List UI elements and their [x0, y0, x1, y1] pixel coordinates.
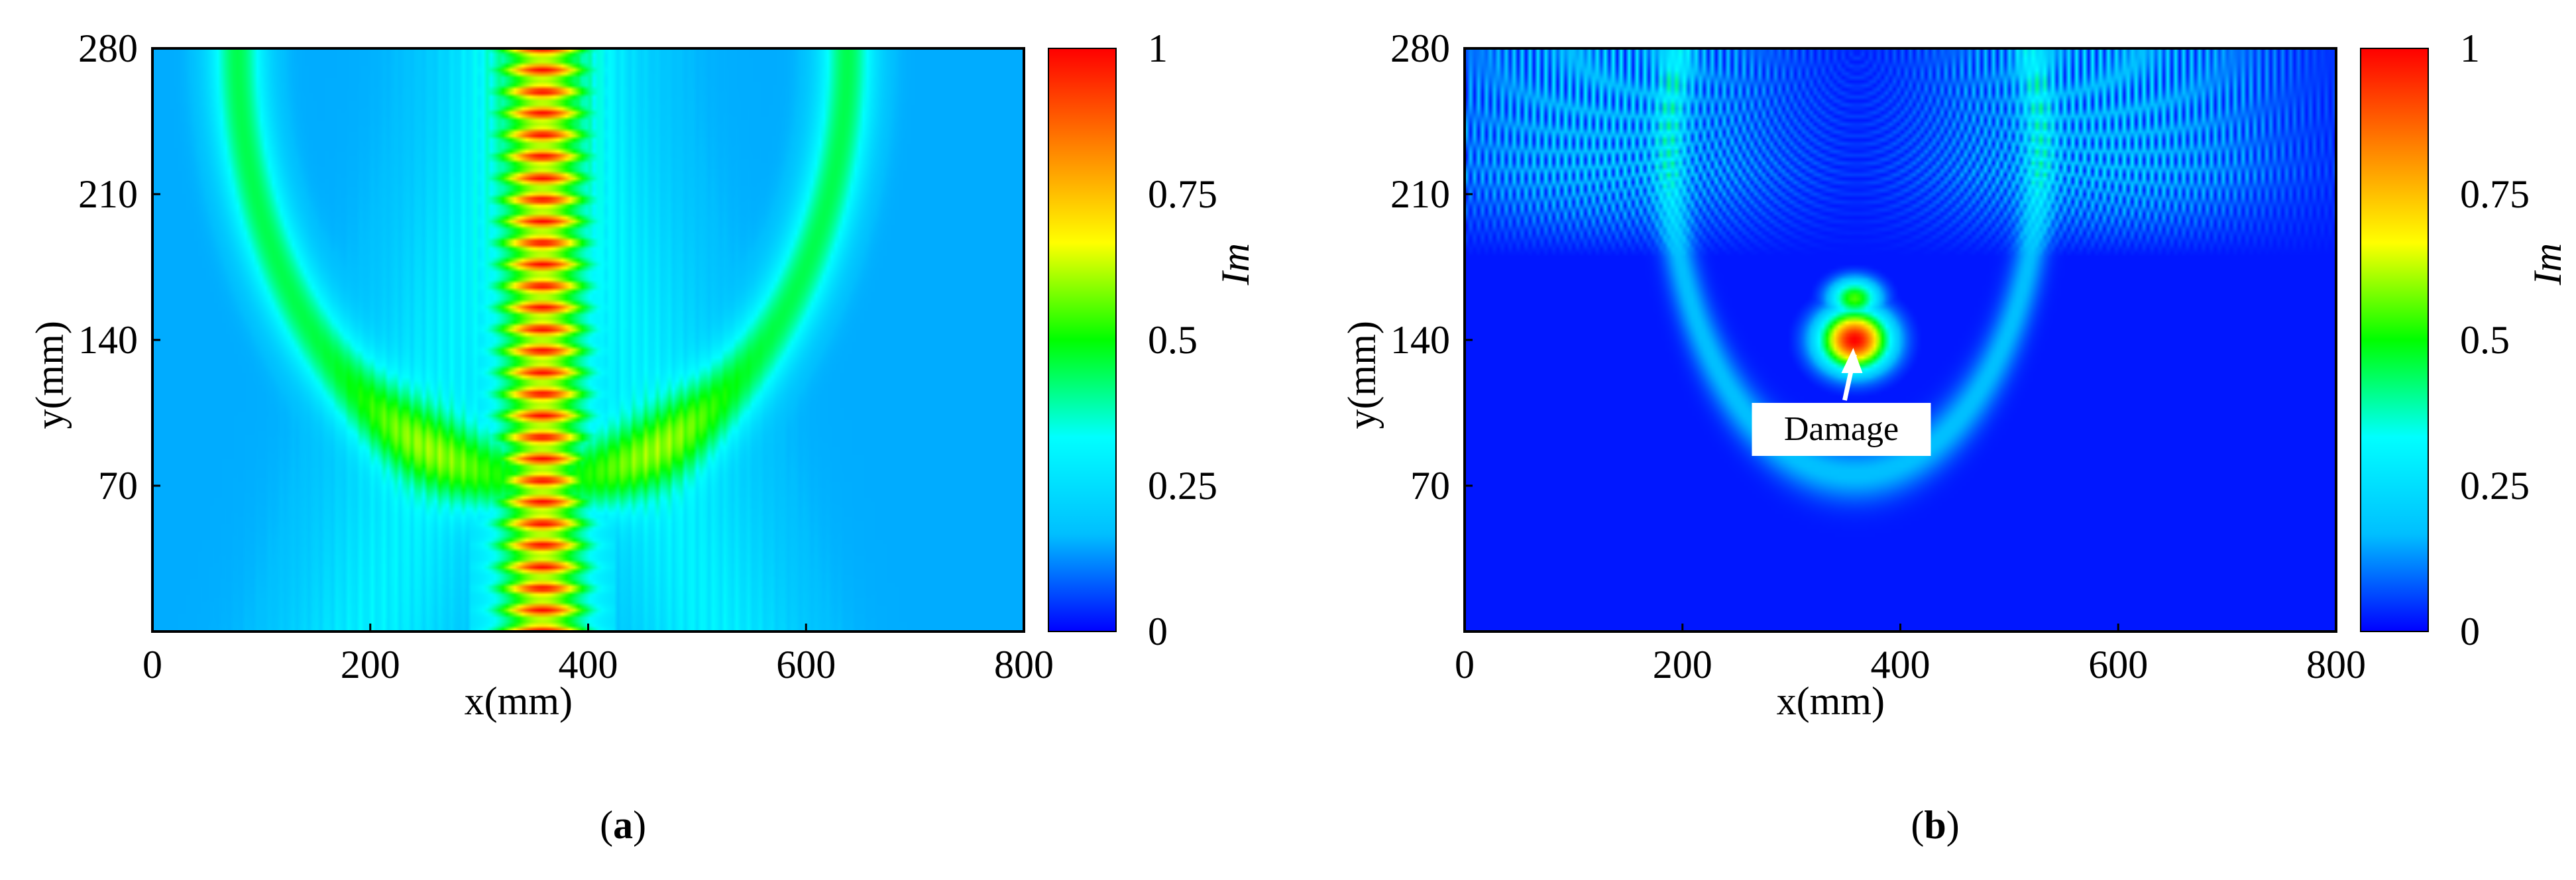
y-tick-label: 70 — [98, 464, 138, 508]
damage-arrow-head — [1841, 348, 1863, 373]
colorbar-tick-label: 0.75 — [2460, 172, 2530, 216]
y-tick-label: 210 — [1390, 172, 1450, 216]
colorbar-tick-label: 0 — [2460, 610, 2480, 653]
colorbar-tick-label: 1 — [1148, 27, 1168, 70]
x-tick-label: 0 — [142, 643, 162, 687]
y-tick-label: 140 — [78, 318, 138, 362]
y-axis-title: y(mm) — [28, 321, 72, 429]
panel-a: 0 200 400 600 800 70 140 210 280 x(mm) y(mm) 0 0.25 0… — [0, 0, 1286, 877]
colorbar-tick-label: 0.5 — [2460, 318, 2510, 362]
colorbar-tick-label: 0.75 — [1148, 172, 1217, 216]
colorbar-tick-label: 0.25 — [1148, 464, 1217, 508]
colorbar — [1048, 48, 1117, 632]
x-tick-label: 600 — [776, 643, 836, 687]
panel-label: (b) — [1911, 803, 1959, 847]
x-tick-label: 600 — [2088, 643, 2148, 687]
damage-label: Damage — [1784, 410, 1899, 448]
x-tick-label: 200 — [341, 643, 400, 687]
x-tick-label: 0 — [1455, 643, 1475, 687]
panel-b: 0 200 400 600 800 70 140 210 280 x(mm) y(mm) 0 0.25 0… — [1312, 0, 2571, 877]
x-tick-label: 200 — [1653, 643, 1712, 687]
damage-label-box — [1752, 403, 1931, 456]
y-tick-label: 70 — [1410, 464, 1450, 508]
heatmap-field — [1465, 48, 2336, 632]
x-tick-label: 400 — [559, 643, 618, 687]
colorbar-tick-label: 1 — [2460, 27, 2480, 70]
x-tick-label: 400 — [1871, 643, 1931, 687]
colorbar-title: Im — [2526, 243, 2569, 286]
colorbar-tick-label: 0.5 — [1148, 318, 1198, 362]
x-axis-title: x(mm) — [1777, 679, 1885, 723]
y-tick-label: 210 — [78, 172, 138, 216]
colorbar-tick-label: 0 — [1148, 610, 1168, 653]
colorbar — [2360, 48, 2429, 632]
y-tick-label: 280 — [1390, 27, 1450, 70]
x-tick-label: 800 — [2306, 643, 2366, 687]
x-tick-label: 800 — [994, 643, 1054, 687]
y-axis-title: y(mm) — [1340, 321, 1384, 429]
colorbar-tick-label: 0.25 — [2460, 464, 2530, 508]
x-axis-title: x(mm) — [465, 679, 573, 723]
heatmap-chart-b: 0 200 400 600 800 70 140 210 280 x(mm) y(mm) 0 0.25 0… — [1340, 27, 2569, 847]
panel-label: (a) — [600, 803, 646, 847]
colorbar-title: Im — [1213, 243, 1257, 286]
y-tick-label: 140 — [1390, 318, 1450, 362]
heatmap-chart-a: 0 200 400 600 800 70 140 210 280 x(mm) y(mm) 0 0.25 0… — [28, 27, 1257, 847]
y-tick-label: 280 — [78, 27, 138, 70]
heatmap-field — [152, 48, 1024, 632]
